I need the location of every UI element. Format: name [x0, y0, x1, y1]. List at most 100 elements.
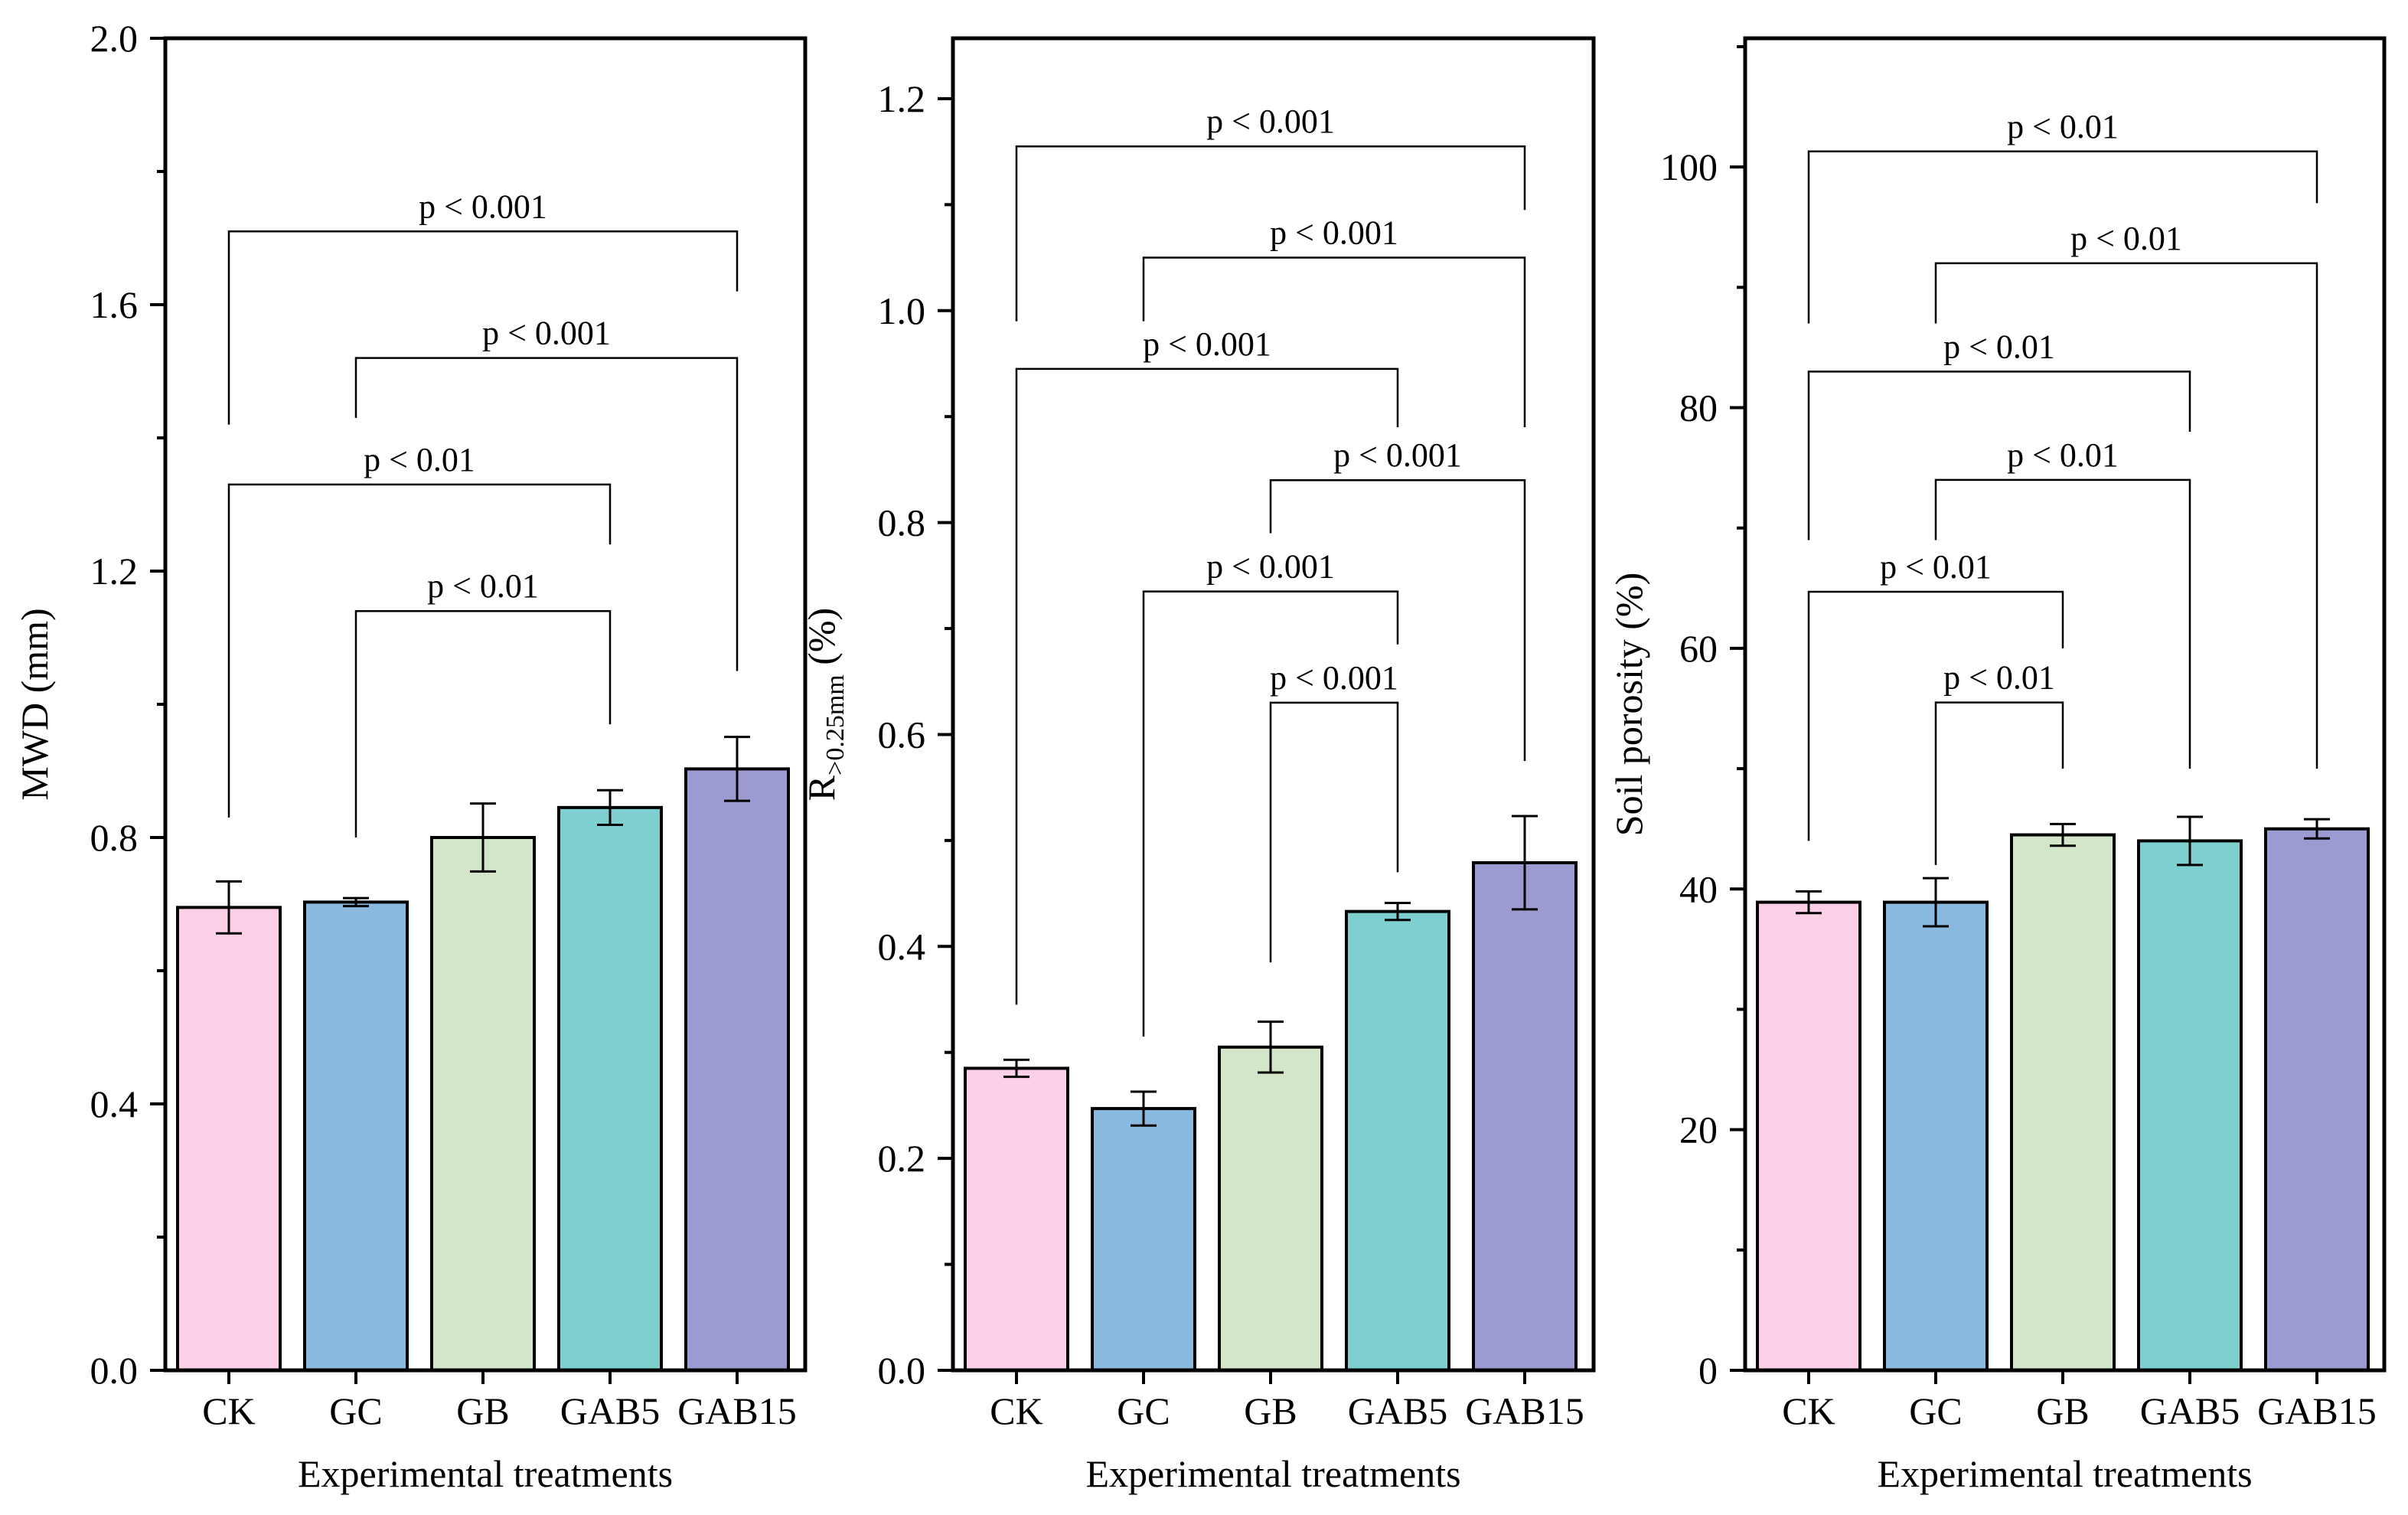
error-bar-gb [2050, 822, 2076, 847]
significance-label: p < 0.01 [2070, 220, 2182, 257]
significance-line [354, 357, 739, 671]
bar-gab15 [1472, 860, 1578, 1372]
error-bar-gc [1923, 877, 1949, 928]
y-tick-label: 0.8 [878, 501, 926, 544]
x-tick-label-gab15: GAB15 [2257, 1389, 2377, 1432]
bar-gc [1091, 1107, 1196, 1372]
bar-gab5 [557, 805, 663, 1372]
significance-line [1015, 145, 1526, 322]
significance-label: p < 0.01 [427, 567, 539, 605]
y-axis-ticks [150, 37, 165, 1372]
significance-bracket-1: p < 0.001 [354, 315, 739, 671]
significance-bracket-4: p < 0.01 [1807, 548, 2064, 841]
significance-bracket-1: p < 0.01 [1934, 220, 2318, 769]
x-axis-title: Experimental treatments [1085, 1452, 1460, 1495]
mwd-chart-panel: p < 0.001 p < 0.001 p < 0.01 p < 0.01 0.0 0.4… [13, 17, 808, 1495]
x-axis-title: Experimental treatments [1877, 1452, 2252, 1495]
y-tick-label: 0.8 [90, 816, 139, 859]
significance-line [1269, 478, 1526, 762]
y-tick-label: 40 [1679, 867, 1718, 910]
soil-porosity-chart-panel: p < 0.01 p < 0.01 p < 0.01 p < 0.01 p < 0.01… [1607, 36, 2387, 1495]
x-axis-ticks [1015, 1370, 1526, 1384]
significance-bracket-2: p < 0.01 [1807, 328, 2191, 540]
significance-label: p < 0.001 [1270, 214, 1398, 252]
y-tick-label: 2.0 [90, 17, 139, 60]
x-tick-label-gc: GC [329, 1389, 382, 1432]
significance-bracket-4: p < 0.001 [1142, 548, 1399, 1037]
y-tick-label: 1.0 [878, 289, 926, 332]
y-axis-title-subscript: >0.25mm [821, 674, 850, 775]
y-tick-label: 0.0 [90, 1349, 139, 1392]
significance-bracket-5: p < 0.01 [1934, 659, 2064, 865]
aggregate-stability-chart-panel: p < 0.001 p < 0.001 p < 0.001 p < 0.001 p < … [800, 36, 1596, 1495]
y-tick-label: 0 [1698, 1349, 1718, 1392]
y-axis-ticks [1730, 45, 1745, 1372]
bar-gb [2010, 833, 2116, 1372]
error-bar-gb [470, 802, 496, 873]
y-axis-title-suffix: (%) [800, 608, 843, 674]
x-tick-label-ck: CK [990, 1389, 1042, 1432]
y-tick-label: 1.6 [90, 283, 139, 326]
y-axis-title-main: MWD (mm) [13, 608, 56, 800]
significance-bracket-0: p < 0.001 [227, 188, 739, 425]
bar-gb [1218, 1045, 1323, 1373]
error-bar-gc [1131, 1090, 1157, 1127]
error-bar-gc [343, 896, 369, 908]
y-tick-label: 0.4 [878, 925, 926, 968]
significance-label: p < 0.001 [1333, 436, 1462, 474]
y-tick-label: 0.4 [90, 1082, 139, 1125]
significance-label: p < 0.01 [1943, 659, 2055, 697]
significance-label: p < 0.01 [2007, 108, 2119, 145]
y-tick-label: 0.0 [878, 1349, 926, 1392]
significance-line [227, 483, 612, 818]
x-tick-label-gc: GC [1117, 1389, 1170, 1432]
significance-label: p < 0.01 [1943, 328, 2055, 365]
bar-gb [430, 836, 536, 1372]
x-axis-ticks [227, 1370, 739, 1384]
significance-label: p < 0.001 [1206, 103, 1335, 140]
significance-bracket-2: p < 0.001 [1015, 325, 1399, 1005]
y-axis-title: R>0.25mm (%) [800, 608, 850, 801]
significance-line [227, 230, 739, 425]
error-bar-ck [1003, 1058, 1029, 1079]
x-tick-label-gb: GB [1244, 1389, 1297, 1432]
y-axis-title: MWD (mm) [13, 608, 56, 800]
y-axis-ticks [938, 96, 953, 1372]
y-axis-title-main: Soil porosity (%) [1607, 573, 1650, 836]
significance-line [1934, 701, 2064, 865]
significance-line [1015, 367, 1399, 1005]
y-tick-label: 0.2 [878, 1137, 926, 1180]
significance-label: p < 0.01 [1880, 548, 1992, 586]
x-tick-label-gc: GC [1909, 1389, 1962, 1432]
significance-bracket-0: p < 0.01 [1807, 108, 2318, 324]
significance-bracket-3: p < 0.01 [1934, 436, 2191, 769]
significance-line [1934, 262, 2318, 769]
error-bar-gab5 [2177, 815, 2203, 867]
x-tick-label-gab15: GAB15 [1465, 1389, 1584, 1432]
significance-line [354, 609, 612, 837]
bar-ck [1756, 900, 1861, 1373]
significance-label: p < 0.001 [1206, 548, 1335, 586]
significance-bracket-2: p < 0.01 [227, 441, 612, 818]
error-bar-ck [1796, 890, 1822, 915]
error-bar-ck [216, 880, 242, 935]
bar-gab15 [684, 767, 790, 1372]
bar-ck [964, 1066, 1069, 1372]
plot-frame [1743, 36, 2387, 1373]
significance-bracket-3: p < 0.01 [354, 567, 612, 837]
error-bar-gab5 [597, 789, 623, 826]
bar-gc [303, 900, 409, 1372]
y-tick-label: 60 [1679, 627, 1718, 670]
x-tick-label-gab5: GAB5 [1348, 1389, 1448, 1432]
x-axis-title: Experimental treatments [298, 1452, 673, 1495]
significance-line [1807, 590, 2064, 841]
significance-label: p < 0.001 [482, 315, 611, 352]
significance-bracket-3: p < 0.001 [1269, 436, 1526, 762]
y-tick-label: 80 [1679, 387, 1718, 429]
x-tick-label-ck: CK [202, 1389, 255, 1432]
error-bar-gab5 [1385, 902, 1411, 922]
y-axis-title-main: R [800, 775, 843, 801]
significance-label: p < 0.01 [364, 441, 475, 478]
x-tick-label-gab5: GAB5 [2140, 1389, 2240, 1432]
error-bar-gab15 [2304, 818, 2330, 840]
